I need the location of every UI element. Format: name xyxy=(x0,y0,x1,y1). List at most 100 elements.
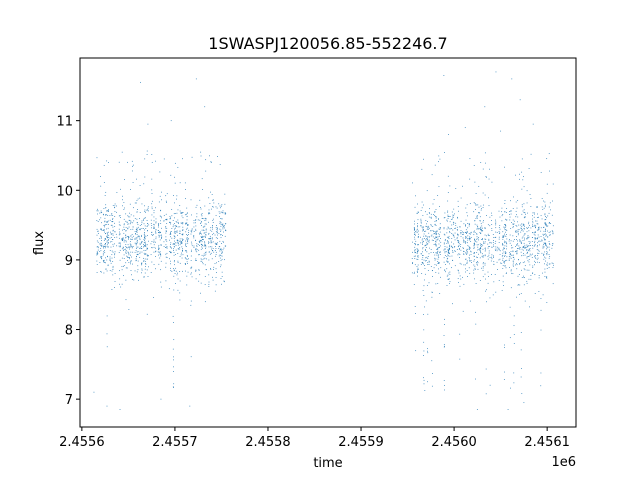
data-point xyxy=(454,251,456,252)
data-point xyxy=(122,205,123,207)
data-point xyxy=(477,215,479,217)
data-point xyxy=(448,215,450,217)
data-point xyxy=(443,249,445,251)
data-point xyxy=(203,245,205,247)
data-point xyxy=(210,227,212,229)
data-point xyxy=(155,250,157,252)
data-point xyxy=(154,160,156,162)
data-point xyxy=(153,226,155,228)
data-point xyxy=(544,224,546,225)
data-point xyxy=(544,238,545,240)
data-point xyxy=(215,230,217,232)
data-point xyxy=(181,238,183,240)
data-point xyxy=(430,235,432,237)
data-point xyxy=(144,237,146,239)
data-point xyxy=(210,268,211,269)
data-point xyxy=(100,210,102,212)
data-point xyxy=(512,223,514,225)
data-point xyxy=(158,234,160,236)
data-point xyxy=(136,246,138,248)
data-point xyxy=(418,211,419,213)
data-point xyxy=(543,244,545,245)
data-point xyxy=(544,204,546,206)
data-point xyxy=(428,241,430,243)
data-point xyxy=(481,229,482,231)
data-point xyxy=(141,262,143,264)
data-point xyxy=(425,260,427,261)
data-point xyxy=(127,227,129,229)
data-point xyxy=(524,300,526,302)
data-point xyxy=(491,215,493,216)
data-point xyxy=(205,253,207,255)
data-point xyxy=(208,221,209,223)
data-point xyxy=(145,228,147,229)
data-point xyxy=(205,231,207,233)
data-point xyxy=(503,260,505,262)
data-point xyxy=(449,271,451,273)
data-point xyxy=(128,262,130,264)
data-point xyxy=(125,220,127,222)
data-point xyxy=(522,223,524,225)
data-point xyxy=(526,282,528,284)
data-point xyxy=(538,216,539,218)
data-point xyxy=(463,232,465,233)
data-point xyxy=(128,252,130,254)
data-point xyxy=(437,254,439,256)
data-point xyxy=(215,254,217,255)
data-point xyxy=(515,230,517,232)
data-point xyxy=(416,248,418,250)
data-point xyxy=(163,215,165,217)
y-tick-label: 8 xyxy=(65,324,73,339)
data-point xyxy=(426,226,428,227)
data-point xyxy=(220,222,222,223)
data-point xyxy=(516,268,518,270)
data-point xyxy=(160,199,162,201)
data-point xyxy=(123,254,125,256)
data-point xyxy=(195,225,197,227)
data-point xyxy=(430,249,432,250)
data-point xyxy=(446,236,448,238)
data-point xyxy=(534,274,536,276)
data-point xyxy=(160,209,162,211)
data-point xyxy=(544,251,546,253)
data-point xyxy=(118,242,120,244)
data-point xyxy=(112,219,114,220)
data-point xyxy=(429,247,430,249)
data-point xyxy=(521,213,523,215)
data-point xyxy=(125,230,127,232)
data-point xyxy=(458,248,460,249)
data-point xyxy=(446,240,448,241)
data-point xyxy=(103,261,105,263)
data-point xyxy=(159,239,161,241)
data-point xyxy=(161,227,162,229)
x-axis-label: time xyxy=(313,456,342,471)
data-point xyxy=(535,257,537,259)
data-point xyxy=(131,237,133,239)
data-point xyxy=(137,265,139,267)
data-point xyxy=(220,207,221,209)
data-point xyxy=(169,218,171,220)
data-point xyxy=(509,256,511,258)
data-point xyxy=(537,252,539,254)
data-point xyxy=(128,236,129,238)
data-point xyxy=(449,216,451,217)
data-point xyxy=(513,343,515,344)
data-point xyxy=(141,269,143,271)
data-point xyxy=(451,267,453,269)
data-point xyxy=(532,272,534,274)
data-point xyxy=(523,209,525,211)
data-point xyxy=(431,174,433,176)
data-point xyxy=(491,228,493,229)
data-point xyxy=(478,185,480,187)
data-point xyxy=(428,263,430,265)
data-point xyxy=(143,246,144,248)
data-point xyxy=(114,273,116,274)
data-point xyxy=(224,193,226,195)
data-point xyxy=(434,233,435,235)
data-point xyxy=(545,235,547,237)
data-point xyxy=(112,269,114,270)
data-point xyxy=(158,232,159,234)
data-point xyxy=(190,233,192,235)
data-point xyxy=(208,212,209,214)
data-point xyxy=(501,207,503,209)
